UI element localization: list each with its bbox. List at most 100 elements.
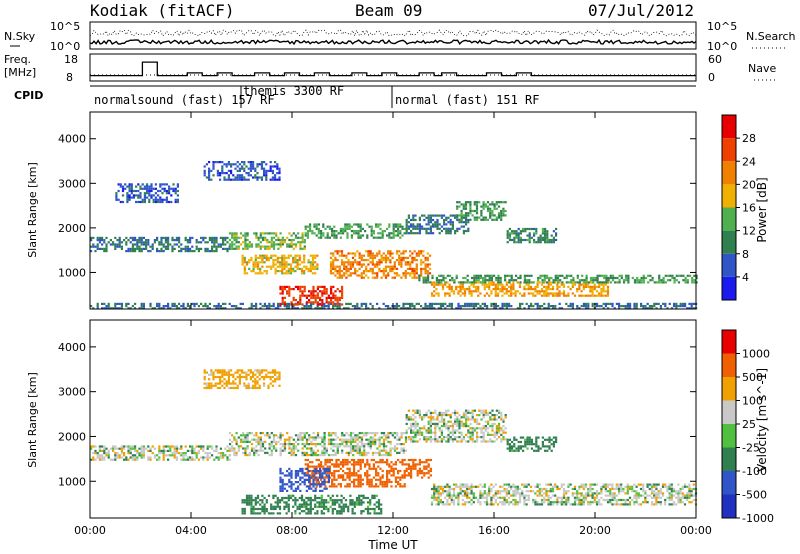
heatmap-cell (261, 256, 264, 259)
heatmap-cell (633, 302, 636, 305)
heatmap-cell (305, 267, 308, 270)
heatmap-cell (358, 252, 361, 255)
heatmap-cell (539, 241, 542, 244)
heatmap-cell (514, 292, 517, 295)
heatmap-cell (333, 234, 336, 237)
heatmap-cell (418, 225, 421, 228)
heatmap-cell (267, 512, 271, 515)
heatmap-cell (337, 232, 340, 235)
heatmap-cell (340, 510, 343, 513)
heatmap-cell (385, 436, 388, 439)
heatmap-cell (325, 301, 328, 304)
heatmap-cell (425, 431, 428, 434)
heatmap-cell (447, 227, 450, 230)
heatmap-cell (445, 427, 448, 430)
heatmap-cell (456, 418, 459, 421)
heatmap-cell (232, 178, 235, 181)
heatmap-cell (119, 200, 122, 204)
heatmap-cell (410, 458, 413, 462)
heatmap-cell (483, 283, 486, 286)
heatmap-cell (367, 443, 370, 446)
heatmap-cell (274, 254, 277, 257)
heatmap-cell (360, 443, 364, 446)
heatmap-cell (215, 307, 218, 310)
heatmap-cell (358, 445, 361, 448)
heatmap-cell (324, 463, 327, 466)
heatmap-cell (316, 483, 319, 486)
heatmap-cell (286, 292, 289, 295)
heatmap-cell (416, 474, 419, 477)
heatmap-cell (269, 165, 272, 168)
heatmap-cell (96, 245, 99, 248)
heatmap-cell (208, 250, 211, 253)
heatmap-cell (317, 476, 320, 479)
heatmap-cell (535, 449, 538, 452)
heatmap-cell (416, 422, 419, 425)
heatmap-cell (189, 247, 192, 250)
heatmap-cell (445, 223, 448, 226)
heatmap-cell (158, 250, 161, 253)
heatmap-cell (123, 239, 126, 242)
heatmap-cell (353, 230, 356, 233)
heatmap-cell (245, 499, 249, 502)
heatmap-cell (323, 292, 326, 295)
heatmap-cell (379, 480, 382, 484)
heatmap-cell (469, 207, 472, 210)
heatmap-cell (366, 236, 369, 239)
heatmap-cell (152, 198, 155, 201)
heatmap-cell (118, 239, 121, 242)
heatmap-cell (170, 187, 173, 190)
heatmap-cell (249, 165, 252, 168)
heatmap-cell (432, 225, 435, 228)
heatmap-cell (360, 256, 363, 259)
heatmap-cell (675, 274, 678, 277)
heatmap-cell (391, 447, 394, 450)
heatmap-cell (168, 189, 171, 193)
heatmap-cell (528, 436, 531, 439)
heatmap-cell (462, 207, 465, 210)
heatmap-cell (471, 276, 474, 280)
heatmap-cell (314, 265, 317, 268)
heatmap-cell (230, 305, 233, 308)
heatmap-cell (460, 203, 463, 206)
heatmap-cell (404, 440, 408, 443)
heatmap-cell (263, 507, 266, 511)
heatmap-cell (255, 449, 258, 452)
heatmap-cell (404, 256, 407, 259)
heatmap-cell (411, 276, 414, 279)
heatmap-cell (323, 487, 326, 490)
heatmap-cell (462, 416, 465, 419)
heatmap-cell (438, 436, 441, 439)
heatmap-cell (318, 503, 321, 506)
heatmap-cell (355, 474, 358, 477)
heatmap-cell (276, 172, 279, 175)
heatmap-cell (288, 302, 291, 305)
heatmap-cell (491, 429, 494, 432)
heatmap-cell (386, 463, 389, 466)
heatmap-cell (436, 414, 439, 417)
heatmap-cell (518, 292, 522, 295)
heatmap-cell (211, 454, 214, 457)
heatmap-cell (611, 305, 614, 308)
heatmap-cell (340, 252, 344, 255)
heatmap-cell (358, 436, 361, 439)
heatmap-cell (371, 432, 375, 435)
heatmap-cell (406, 256, 410, 259)
heatmap-cell (596, 302, 599, 305)
heatmap-cell (162, 243, 165, 246)
heatmap-cell (365, 432, 368, 435)
heatmap-cell (384, 256, 388, 259)
heatmap-cell (474, 281, 478, 284)
heatmap-cell (281, 481, 284, 484)
heatmap-cell (431, 302, 434, 305)
heatmap-cell (545, 274, 549, 277)
heatmap-cell (554, 281, 557, 284)
heatmap-cell (323, 288, 326, 291)
heatmap-cell (306, 232, 309, 235)
heatmap-cell (147, 456, 150, 459)
heatmap-cell (234, 178, 237, 181)
heatmap-cell (157, 200, 160, 204)
heatmap-cell (260, 161, 263, 164)
heatmap-cell (478, 216, 481, 219)
heatmap-cell (195, 239, 198, 242)
